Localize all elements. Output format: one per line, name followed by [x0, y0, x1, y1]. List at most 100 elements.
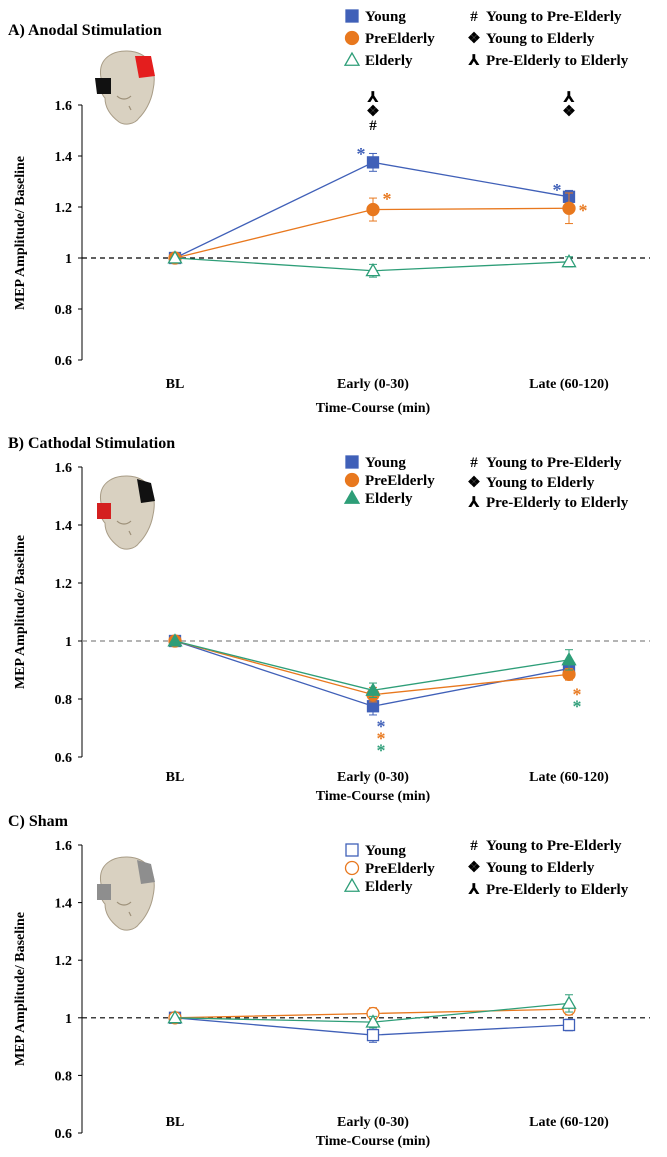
series-elderly: [167, 250, 577, 278]
significance-star: *: [377, 716, 386, 736]
y-tick-label: 1: [65, 252, 72, 267]
x-tick-label: Late (60-120): [529, 1115, 609, 1130]
y-tick-label: 1.4: [55, 897, 73, 912]
y-tick-label: 1.2: [55, 201, 73, 216]
significance-star: *: [573, 684, 582, 704]
head-red-black-icon: [95, 50, 155, 125]
head-grey-icon: [97, 856, 155, 931]
x-tick-label: BL: [166, 770, 185, 785]
significance-star: *: [357, 144, 366, 164]
y-tick-label: 0.6: [55, 354, 73, 369]
y-tick-label: 1.6: [55, 461, 73, 476]
y-tick-label: 1.2: [55, 954, 73, 969]
x-tick-label: Early (0-30): [337, 377, 409, 392]
sig-legend-symbol: ❖: [467, 475, 480, 491]
data-point: [561, 652, 577, 666]
x-tick-label: Early (0-30): [337, 770, 409, 785]
sig-legend-label: Pre-Elderly to Elderly: [486, 495, 629, 511]
panel-c: C) Sham 0.6 0.8 1 1.2 1.4 1.6 MEP Amplitude/ Ba…: [8, 813, 650, 1149]
significance-star: *: [553, 180, 562, 200]
significance-star: *: [377, 740, 386, 760]
sig-legend-symbol: ❖: [467, 860, 480, 876]
series-elderly: [167, 994, 577, 1029]
sig-legend-label: Young to Pre-Elderly: [486, 9, 622, 25]
x-tick-label: Early (0-30): [337, 1115, 409, 1130]
group-comparison-marker: ⅄: [367, 90, 379, 106]
series-preelderly: [168, 192, 576, 265]
legend-marker: [344, 860, 360, 876]
y-axis-title: MEP Amplitude/ Baseline: [13, 156, 28, 310]
data-point: [167, 633, 183, 647]
legend-marker: [344, 30, 360, 46]
legend-marker: [343, 877, 361, 892]
legend-marker: [345, 843, 359, 857]
series-elderly: [167, 633, 577, 699]
electrode-right: [135, 56, 155, 78]
sig-legend-symbol: #: [470, 455, 478, 471]
y-tick-label: 0.6: [55, 751, 73, 766]
panel-title: C) Sham: [8, 813, 69, 830]
sig-legend-label: Young to Pre-Elderly: [486, 455, 622, 471]
series-young: [168, 634, 576, 716]
legend-label: PreElderly: [365, 473, 435, 489]
data-point: [366, 1028, 380, 1042]
sig-legend-label: Young to Elderly: [486, 860, 595, 876]
data-point: [365, 1014, 381, 1028]
x-tick-label: BL: [166, 377, 185, 392]
y-tick-label: 1.4: [55, 519, 73, 534]
significance-star: *: [383, 189, 392, 209]
data-point: [365, 262, 381, 277]
y-axis-title: MEP Amplitude/ Baseline: [13, 912, 28, 1066]
legend-label: Young: [365, 9, 406, 25]
electrode-right: [137, 860, 155, 884]
head-eye-line: [116, 901, 132, 906]
sig-legend-symbol: #: [470, 838, 478, 854]
head-eye-line: [116, 95, 132, 100]
group-comparison-marker: #: [369, 118, 377, 134]
electrode-left: [97, 503, 111, 519]
y-tick-label: 1: [65, 635, 72, 650]
electrode-right: [137, 479, 155, 503]
legend-label: Elderly: [365, 879, 413, 895]
legend-marker: [343, 51, 361, 66]
group-comparison-marker: ⅄: [563, 90, 575, 106]
y-tick-label: 1.6: [55, 99, 73, 114]
data-point: [366, 202, 380, 217]
legend-marker: [345, 9, 359, 23]
legend-marker: [343, 489, 361, 504]
x-tick-label: Late (60-120): [529, 770, 609, 785]
head-nose-line: [128, 911, 132, 917]
legend-label: Young: [365, 455, 406, 471]
data-point: [167, 250, 183, 264]
y-tick-label: 1.2: [55, 577, 73, 592]
y-tick-label: 1.6: [55, 839, 73, 854]
sig-legend-symbol: ⅄: [468, 53, 480, 69]
y-tick-label: 0.8: [55, 693, 73, 708]
electrode-left: [97, 884, 111, 900]
data-point: [365, 682, 381, 696]
sig-legend-symbol: ❖: [467, 31, 480, 47]
head-eye-line: [116, 520, 132, 525]
y-tick-label: 0.8: [55, 303, 73, 318]
x-axis-title: Time-Course (min): [316, 401, 431, 416]
y-tick-label: 0.6: [55, 1127, 73, 1142]
data-point: [366, 156, 380, 169]
significance-star: *: [579, 200, 588, 220]
data-point: [562, 201, 576, 215]
legend-label: PreElderly: [365, 861, 435, 877]
data-point: [167, 1009, 183, 1024]
data-point: [561, 995, 577, 1009]
sig-legend-label: Pre-Elderly to Elderly: [486, 882, 629, 898]
series-young: [168, 1011, 576, 1043]
y-tick-label: 1.4: [55, 150, 73, 165]
sig-legend-label: Young to Pre-Elderly: [486, 838, 622, 854]
x-axis-title: Time-Course (min): [316, 1134, 431, 1149]
x-tick-label: Late (60-120): [529, 377, 609, 392]
electrode-left: [95, 78, 111, 94]
y-axis-title: MEP Amplitude/ Baseline: [13, 535, 28, 689]
panel-b: B) Cathodal Stimulation 0.6 0.8 1 1.2 1.4 1.6 M…: [8, 435, 650, 804]
head-nose-line: [128, 105, 132, 111]
sig-legend-symbol: ⅄: [468, 882, 480, 898]
legend-marker: [344, 472, 360, 488]
y-tick-label: 0.8: [55, 1069, 73, 1084]
